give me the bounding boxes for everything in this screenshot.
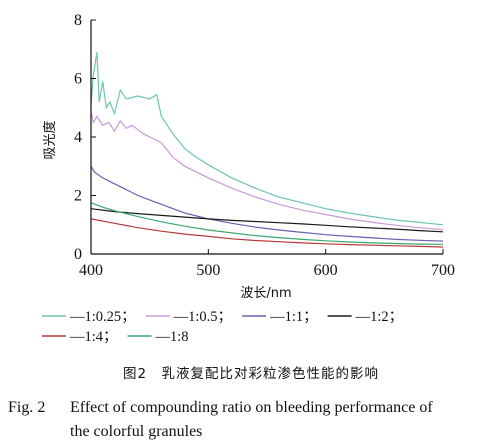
series-line-4: [90, 208, 444, 233]
tick-labels: 400 500 600 700 0 2 4 6 8: [74, 12, 455, 279]
x-tick-label: 600: [314, 262, 338, 279]
legend-label: —1:0.5；: [173, 309, 232, 325]
y-axis-title: 吸光度: [42, 120, 58, 159]
series-line-2: [90, 110, 444, 231]
legend-label: —1:8: [155, 329, 189, 345]
plot-lines: [90, 52, 444, 248]
y-tick-label: 8: [74, 12, 82, 29]
caption-line-2: the colorful granules: [70, 423, 203, 440]
legend: —1:0.25； —1:0.5； —1:1； —1:2； —1:4； —1:8: [42, 309, 403, 345]
series-line-5: [90, 218, 444, 248]
legend-label: —1:1；: [269, 309, 318, 325]
legend-label: —1:4；: [69, 329, 118, 345]
figure-caption-en: Fig. 2 Effect of compounding ratio on ble…: [8, 396, 498, 444]
legend-label: —1:0.25；: [69, 309, 136, 325]
series-line-3: [90, 165, 444, 242]
caption-line-1: Effect of compounding ratio on bleeding …: [70, 399, 433, 416]
series-line-6: [90, 202, 444, 245]
x-axis-title: 波长/nm: [240, 286, 291, 301]
legend-label: —1:2；: [355, 309, 404, 325]
figure-caption-cn: 图2 乳液复配比对彩粒渗色性能的影响: [122, 366, 380, 382]
y-tick-label: 2: [74, 188, 82, 205]
x-tick-label: 500: [196, 262, 220, 279]
series-line-1: [90, 52, 444, 226]
x-tick-label: 700: [431, 262, 455, 279]
y-tick-label: 4: [74, 129, 82, 146]
figure-label: Fig. 2: [8, 399, 46, 416]
x-tick-label: 400: [79, 262, 103, 279]
y-tick-label: 0: [74, 246, 82, 263]
axes: [90, 19, 444, 255]
y-tick-label: 6: [74, 71, 82, 88]
